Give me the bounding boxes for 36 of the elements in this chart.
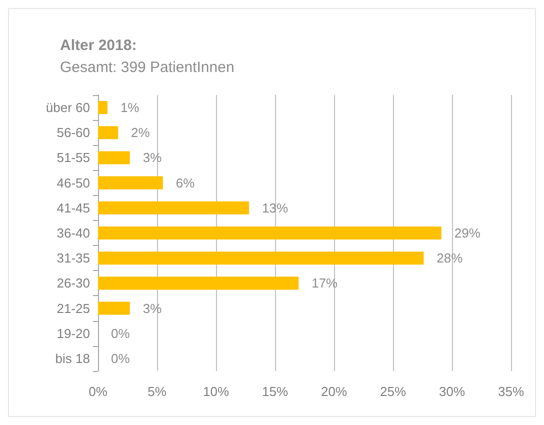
y-tick-label: 19-20	[56, 326, 90, 341]
bar	[98, 252, 424, 265]
y-tick-label: 31-35	[56, 250, 90, 266]
bar	[98, 176, 163, 190]
bar	[98, 276, 299, 290]
y-tick-label: 51-55	[56, 150, 90, 166]
y-tick-label: 46-50	[56, 175, 90, 190]
bar	[98, 226, 442, 240]
data-label: 2%	[131, 125, 150, 140]
x-tick-label: 0%	[88, 384, 108, 399]
x-tick-label: 15%	[262, 384, 288, 399]
y-tick-label: 41-45	[56, 200, 90, 216]
chart-subtitle: Gesamt: 399 PatientInnen	[60, 59, 234, 76]
y-tick-label: bis 18	[55, 350, 90, 366]
x-tick-label: 5%	[148, 384, 167, 399]
x-tick-label: 30%	[438, 384, 466, 399]
data-label: 0%	[111, 326, 130, 341]
x-tick-label: 20%	[320, 384, 348, 399]
x-tick-label: 10%	[202, 384, 230, 399]
x-tick-label: 35%	[498, 384, 524, 399]
bar	[98, 151, 130, 164]
bar	[98, 302, 130, 315]
y-tick-label: 21-25	[56, 300, 90, 316]
data-label: 1%	[120, 100, 140, 116]
y-tick-label: 26-30	[56, 276, 90, 291]
bar	[98, 101, 108, 114]
bar	[98, 126, 118, 140]
chart-title: Alter 2018:	[60, 37, 137, 54]
y-tick-label: 56-60	[56, 125, 90, 140]
y-tick-label: 36-40	[56, 226, 90, 240]
data-label: 0%	[111, 350, 130, 366]
bar	[98, 201, 250, 214]
x-tick-label: 25%	[380, 384, 406, 399]
data-label: 29%	[454, 226, 481, 240]
y-tick-label: über 60	[46, 100, 90, 116]
data-label: 6%	[176, 175, 196, 190]
